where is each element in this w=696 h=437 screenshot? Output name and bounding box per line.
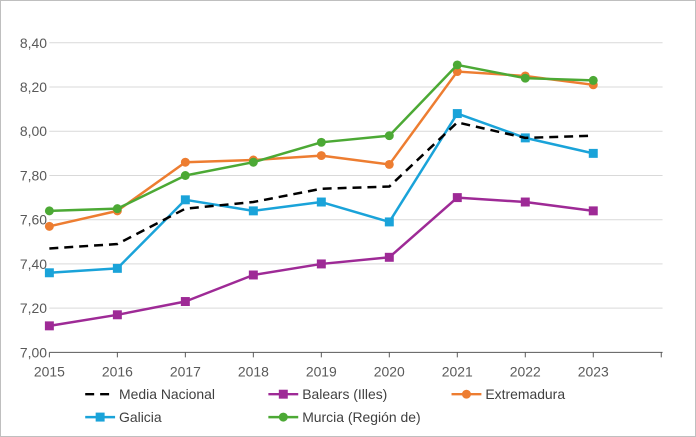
- data-point: [248, 206, 258, 216]
- data-point: [180, 297, 190, 307]
- data-point: [44, 206, 54, 216]
- y-axis-ticks: 7,00 7,20 7,40 7,60 7,80 8,00 8,20 8,40: [20, 35, 47, 361]
- y-tick-label: 7,00: [20, 344, 47, 360]
- x-tick-label: 2015: [34, 363, 65, 379]
- legend-swatch-marker: [461, 389, 471, 399]
- legend-swatch-marker: [95, 412, 105, 422]
- data-point: [180, 157, 190, 167]
- x-tick-label: 2020: [374, 363, 405, 379]
- legend-item-murcia-regi-n-de: Murcia (Región de): [268, 409, 421, 425]
- legend-swatch-marker: [278, 412, 288, 422]
- x-tick-label: 2016: [102, 363, 133, 379]
- legend-item-galicia: Galicia: [85, 409, 162, 425]
- legend-label: Galicia: [119, 409, 162, 425]
- series-balears-illes: [44, 193, 598, 331]
- data-point: [520, 73, 530, 83]
- series-galicia: [44, 109, 598, 278]
- y-tick-label: 8,00: [20, 123, 47, 139]
- data-point: [316, 197, 326, 207]
- legend-label: Extremadura: [485, 386, 565, 402]
- data-point: [180, 171, 190, 180]
- data-point: [452, 109, 462, 119]
- y-tick-label: 7,60: [20, 212, 47, 228]
- y-tick-label: 8,20: [20, 79, 47, 95]
- data-point: [316, 137, 326, 147]
- data-point: [588, 75, 598, 85]
- legend-item-balears-illes: Balears (Illes): [268, 386, 387, 402]
- series-media-nacional: [49, 121, 594, 250]
- data-point: [384, 131, 394, 141]
- x-tick-label: 2018: [238, 363, 269, 379]
- y-tick-label: 7,40: [20, 256, 47, 272]
- data-point: [44, 268, 54, 278]
- legend-label: Balears (Illes): [302, 386, 387, 402]
- data-point: [44, 221, 54, 231]
- series-line: [49, 112, 594, 275]
- series-murcia-regi-n-de: [44, 60, 598, 216]
- legend-swatch-marker: [278, 389, 288, 399]
- legend-label: Media Nacional: [119, 386, 215, 402]
- legend-item-media-nacional: Media Nacional: [85, 386, 215, 402]
- series-line: [49, 121, 594, 250]
- y-tick-label: 7,20: [20, 300, 47, 316]
- y-tick-label: 8,40: [20, 35, 47, 51]
- x-tick-label: 2023: [578, 363, 609, 379]
- data-point: [588, 148, 598, 158]
- legend-item-extremadura: Extremadura: [451, 386, 565, 402]
- data-point: [248, 157, 258, 167]
- legend-label: Murcia (Región de): [302, 409, 420, 425]
- data-point: [44, 321, 54, 331]
- data-point: [384, 159, 394, 169]
- data-point: [452, 193, 462, 203]
- x-axis: 2015 2016 2017 2018 2019 2020 2021 2022 2023: [34, 351, 663, 379]
- data-point: [112, 263, 122, 273]
- x-tick-label: 2019: [306, 363, 337, 379]
- data-point: [384, 252, 394, 262]
- data-point: [520, 197, 530, 207]
- data-point: [112, 204, 122, 214]
- data-point: [180, 195, 190, 205]
- data-point: [452, 60, 462, 70]
- x-tick-label: 2017: [170, 363, 201, 379]
- data-point: [588, 206, 598, 216]
- data-point: [452, 67, 462, 77]
- y-tick-label: 7,80: [20, 167, 47, 183]
- legend: Media Nacional Balears (Illes) Extremadura…: [85, 386, 565, 425]
- gridlines: [49, 42, 663, 309]
- data-point: [316, 259, 326, 269]
- data-series: [44, 60, 598, 331]
- data-point: [316, 151, 326, 161]
- data-point: [384, 217, 394, 227]
- data-point: [112, 310, 122, 320]
- x-tick-label: 2022: [510, 363, 541, 379]
- data-point: [248, 270, 258, 280]
- x-tick-label: 2021: [442, 363, 473, 379]
